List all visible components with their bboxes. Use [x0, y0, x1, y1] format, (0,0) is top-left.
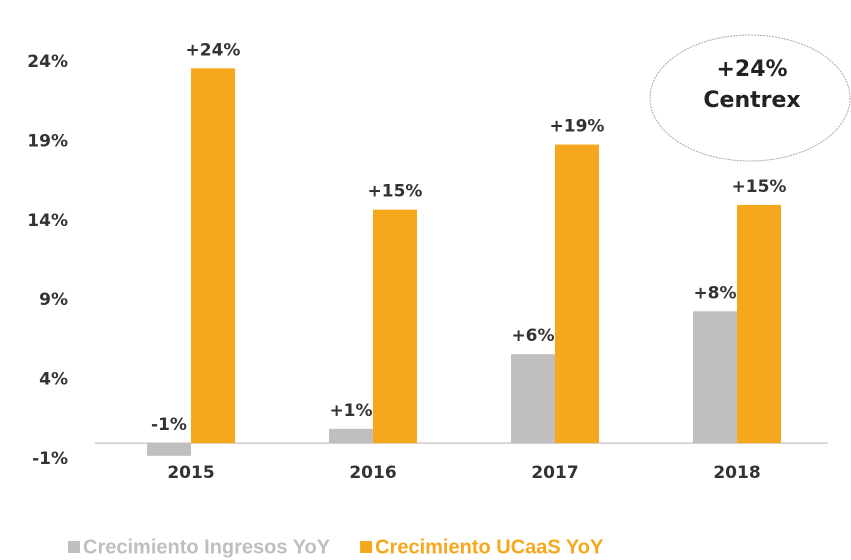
x-tick-label: 2016 [349, 463, 396, 483]
legend-swatch [68, 541, 80, 553]
x-tick-label: 2018 [713, 463, 760, 483]
data-label: +8% [693, 283, 736, 303]
y-tick-label: -1% [32, 449, 68, 469]
bar [555, 144, 599, 444]
data-label: +15% [732, 177, 787, 197]
bar [693, 311, 737, 444]
data-label: -1% [151, 415, 187, 435]
y-tick-label: 14% [27, 211, 68, 231]
bar [373, 209, 417, 444]
data-label: +6% [511, 326, 554, 346]
data-label: +1% [329, 401, 372, 421]
annotation-bubble [649, 34, 851, 162]
bar [191, 68, 235, 444]
y-tick-label: 24% [27, 52, 68, 72]
bar [329, 428, 373, 444]
y-tick-label: 4% [39, 370, 68, 390]
data-label: +15% [368, 182, 423, 202]
y-tick-label: 9% [39, 290, 68, 310]
data-label: +24% [186, 40, 241, 60]
legend-swatch [360, 541, 373, 553]
annotation-text: +24% [716, 57, 787, 82]
legend-label: Crecimiento Ingresos YoY [83, 536, 331, 558]
data-label: +19% [550, 117, 605, 137]
y-tick-label: 19% [27, 131, 68, 151]
x-tick-label: 2017 [531, 463, 578, 483]
x-tick-label: 2015 [167, 463, 214, 483]
bar [147, 443, 191, 456]
legend-label: Crecimiento UCaaS YoY [375, 536, 604, 558]
bar [737, 204, 781, 444]
annotation-text: Centrex [703, 88, 800, 113]
bar [511, 354, 555, 444]
